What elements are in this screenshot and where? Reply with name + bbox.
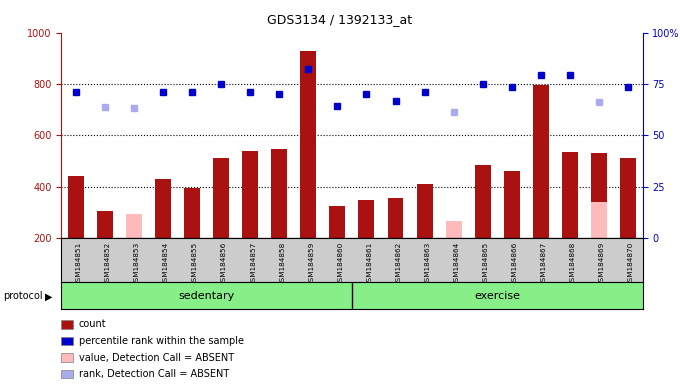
Text: GSM184860: GSM184860 bbox=[337, 242, 343, 286]
Text: GSM184865: GSM184865 bbox=[483, 242, 489, 286]
Text: GSM184859: GSM184859 bbox=[308, 242, 314, 286]
Text: GDS3134 / 1392133_at: GDS3134 / 1392133_at bbox=[267, 13, 413, 26]
Bar bbox=[445, 222, 462, 238]
Bar bbox=[562, 152, 578, 238]
Bar bbox=[213, 159, 229, 238]
Bar bbox=[61, 320, 73, 329]
Text: GSM184853: GSM184853 bbox=[134, 242, 140, 286]
Text: GSM184851: GSM184851 bbox=[75, 242, 82, 286]
Text: GSM184855: GSM184855 bbox=[192, 242, 198, 286]
Text: rank, Detection Call = ABSENT: rank, Detection Call = ABSENT bbox=[79, 369, 229, 379]
Text: GSM184870: GSM184870 bbox=[628, 242, 634, 286]
Bar bbox=[533, 85, 549, 238]
Bar bbox=[301, 51, 316, 238]
Bar bbox=[358, 200, 375, 238]
Bar bbox=[388, 198, 403, 238]
Text: GSM184854: GSM184854 bbox=[163, 242, 169, 286]
Bar bbox=[417, 184, 432, 238]
Bar bbox=[155, 179, 171, 238]
Text: GSM184868: GSM184868 bbox=[570, 242, 576, 286]
Bar bbox=[620, 159, 636, 238]
Text: protocol: protocol bbox=[3, 291, 43, 301]
Bar bbox=[504, 171, 520, 238]
Bar bbox=[329, 206, 345, 238]
Text: GSM184867: GSM184867 bbox=[541, 242, 547, 286]
Text: value, Detection Call = ABSENT: value, Detection Call = ABSENT bbox=[79, 353, 234, 362]
Text: ▶: ▶ bbox=[45, 291, 52, 301]
Bar bbox=[97, 211, 113, 238]
Bar bbox=[184, 188, 200, 238]
Text: GSM184864: GSM184864 bbox=[454, 242, 460, 286]
Text: GSM184869: GSM184869 bbox=[599, 242, 605, 286]
Text: GSM184852: GSM184852 bbox=[105, 242, 111, 286]
Text: sedentary: sedentary bbox=[178, 291, 235, 301]
Text: GSM184866: GSM184866 bbox=[512, 242, 517, 286]
Text: GSM184863: GSM184863 bbox=[424, 242, 430, 286]
Text: GSM184862: GSM184862 bbox=[396, 242, 401, 286]
Bar bbox=[242, 151, 258, 238]
Text: GSM184858: GSM184858 bbox=[279, 242, 285, 286]
Bar bbox=[61, 370, 73, 378]
Bar bbox=[271, 149, 287, 238]
Text: exercise: exercise bbox=[474, 291, 520, 301]
Text: GSM184861: GSM184861 bbox=[367, 242, 373, 286]
Bar bbox=[591, 202, 607, 238]
Text: percentile rank within the sample: percentile rank within the sample bbox=[79, 336, 244, 346]
Text: count: count bbox=[79, 319, 107, 329]
Bar bbox=[126, 214, 142, 238]
Text: GSM184856: GSM184856 bbox=[221, 242, 227, 286]
Bar bbox=[61, 337, 73, 345]
Text: GSM184857: GSM184857 bbox=[250, 242, 256, 286]
Bar bbox=[61, 353, 73, 362]
Bar bbox=[475, 165, 491, 238]
Bar bbox=[591, 153, 607, 238]
Bar bbox=[68, 177, 84, 238]
